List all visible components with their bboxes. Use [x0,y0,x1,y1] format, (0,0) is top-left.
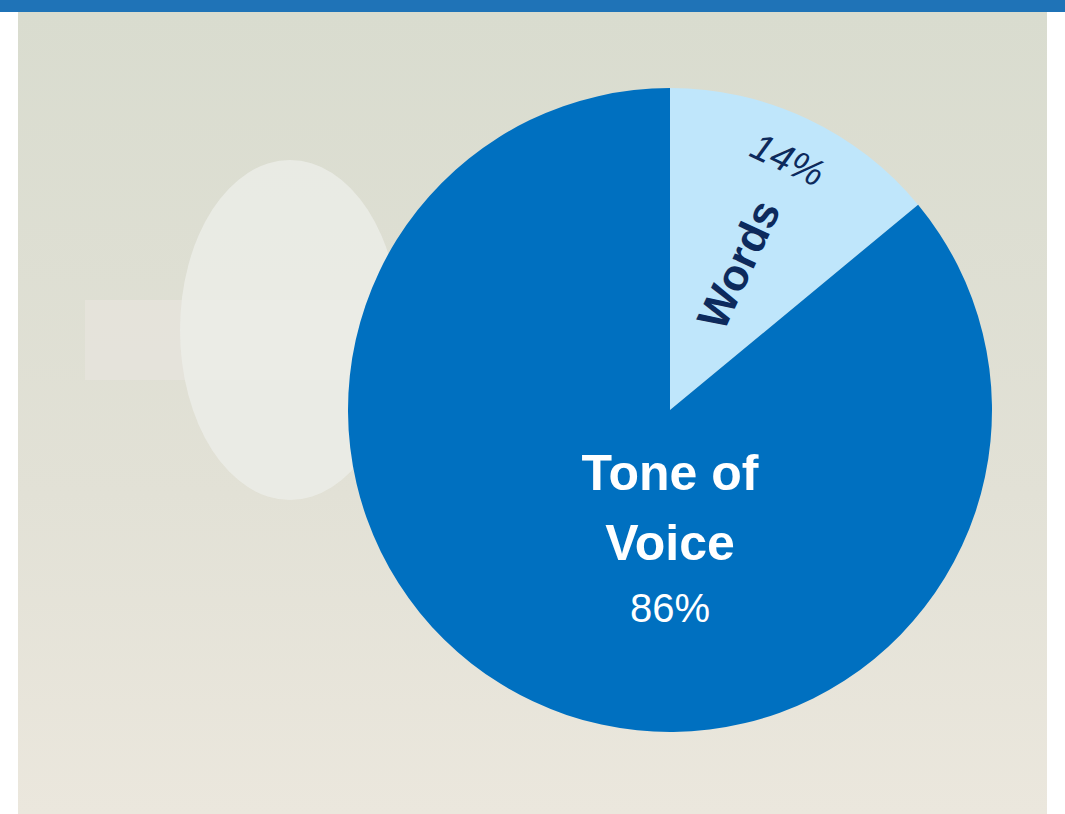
pie [348,88,992,732]
slice-label: Tone ofVoice [582,445,759,571]
pie-slice [348,88,992,732]
data-label: 14% [744,125,831,195]
data-label: 86% [630,586,710,630]
photo-background [18,12,1047,814]
page-background [0,0,1065,814]
chart-root: Words14% Tone ofVoice 86% [0,0,1065,814]
slice-label: Words [687,192,789,336]
labels: Words14% Tone ofVoice 86% [582,125,832,630]
header-band [0,0,1065,12]
